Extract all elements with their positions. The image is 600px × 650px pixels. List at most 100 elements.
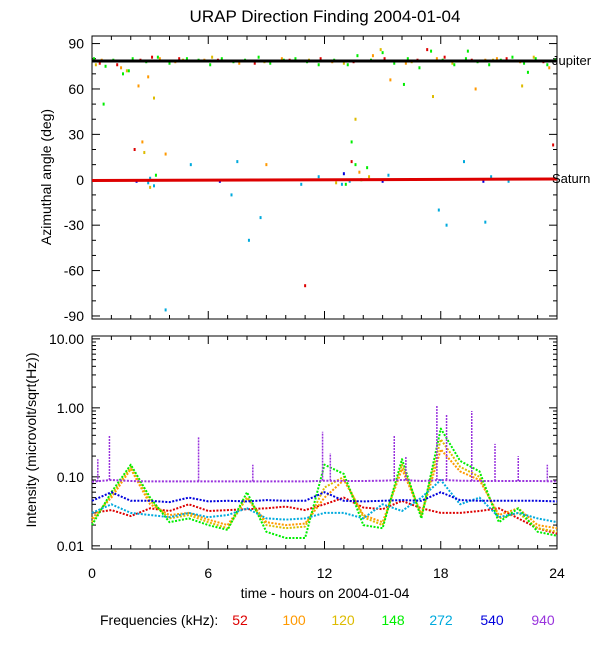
azimuth-point-148	[346, 63, 349, 67]
azimuth-point-52	[178, 57, 181, 61]
azimuth-point-148	[127, 69, 130, 73]
azimuth-point-120	[335, 181, 338, 185]
azimuth-point-148	[418, 66, 421, 70]
azimuth-point-52	[383, 57, 386, 61]
azimuth-point-148	[257, 55, 260, 59]
azimuth-y-tick-label: 30	[68, 126, 84, 142]
x-tick-label: 24	[549, 565, 565, 581]
azimuth-point-272	[236, 160, 239, 164]
azimuth-point-272	[437, 208, 440, 212]
azimuth-point-52	[116, 63, 119, 67]
azimuth-point-148	[220, 57, 223, 61]
azimuth-point-148	[354, 163, 357, 167]
azimuth-point-100	[389, 78, 392, 82]
azimuth-y-tick-label: 90	[68, 36, 84, 52]
azimuth-point-100	[358, 170, 361, 174]
intensity-axis-ticks: 10.00 1.00 0.10 0.01	[49, 331, 558, 554]
azimuth-point-52	[505, 57, 508, 61]
azimuth-point-148	[294, 57, 297, 61]
intensity-series-272	[91, 479, 558, 524]
azimuth-plot-frame	[91, 35, 558, 320]
intensity-ylabel: Intensity (microvolt/sqrt(Hz))	[23, 352, 39, 527]
azimuth-point-100	[280, 57, 283, 61]
azimuth-point-148	[523, 61, 526, 65]
azimuth-point-272	[247, 238, 250, 242]
x-tick-label: 0	[88, 565, 96, 581]
azimuth-point-540	[381, 179, 384, 183]
x-tick-labels: 0 6 12 18 24	[88, 565, 565, 581]
azimuth-point-148	[209, 63, 212, 67]
azimuth-point-272	[507, 179, 510, 183]
intensity-y-tick-label: 0.01	[57, 538, 84, 554]
azimuth-point-52	[151, 55, 154, 59]
azimuth-point-100	[404, 61, 407, 65]
intensity-data	[91, 404, 558, 539]
azimuth-point-120	[379, 48, 382, 52]
azimuth-point-100	[435, 57, 438, 61]
azimuth-y-tick-label: 60	[68, 81, 84, 97]
azimuth-point-272	[147, 181, 150, 185]
azimuth-y-tick-label: 0	[76, 172, 84, 188]
azimuth-point-120	[354, 117, 357, 121]
azimuth-point-100	[474, 87, 477, 91]
legend-item-120: 120	[331, 612, 355, 628]
azimuth-point-148	[344, 182, 347, 186]
azimuth-point-120	[153, 96, 155, 100]
azimuth-point-148	[154, 173, 157, 177]
azimuth-point-120	[125, 69, 128, 73]
azimuth-point-148	[526, 70, 529, 74]
azimuth-point-272	[149, 176, 152, 180]
azimuth-point-272	[259, 216, 262, 220]
azimuth-point-540	[342, 172, 345, 176]
azimuth-point-272	[387, 173, 390, 177]
azimuth-y-tick-label: -60	[64, 263, 84, 279]
jupiter-label: Jupiter	[552, 53, 592, 68]
azimuth-point-272	[490, 175, 493, 179]
legend-label: Frequencies (kHz):	[100, 612, 218, 628]
azimuth-point-148	[350, 140, 353, 144]
azimuth-point-272	[348, 179, 351, 183]
legend-item-940: 940	[531, 612, 555, 628]
azimuth-point-148	[466, 49, 469, 53]
azimuth-point-148	[156, 55, 159, 59]
azimuth-point-272	[300, 182, 303, 186]
azimuth-point-272	[445, 223, 448, 227]
intensity-series-148	[91, 427, 558, 539]
azimuth-point-100	[495, 57, 498, 61]
azimuth-point-272	[164, 308, 167, 312]
azimuth-point-100	[265, 163, 268, 167]
azimuth-y-tick-label: -90	[64, 308, 84, 324]
azimuth-point-148	[546, 63, 549, 67]
azimuth-point-100	[137, 84, 140, 88]
intensity-series-540	[91, 491, 558, 504]
intensity-series-120	[91, 438, 558, 533]
legend-item-148: 148	[381, 612, 405, 628]
azimuth-point-148	[534, 57, 537, 61]
azimuth-ylabel: Azimuthal angle (deg)	[38, 109, 54, 245]
azimuth-point-148	[381, 51, 384, 55]
azimuth-point-100	[120, 66, 123, 70]
azimuth-point-272	[317, 175, 320, 179]
azimuth-point-540	[482, 179, 485, 183]
azimuth-point-120	[532, 55, 535, 59]
azimuth-point-120	[211, 55, 214, 59]
azimuth-point-148	[402, 82, 405, 86]
azimuth-point-272	[230, 193, 233, 197]
intensity-y-tick-label: 10.00	[49, 331, 84, 347]
azimuth-point-148	[406, 57, 409, 61]
x-tick-label: 6	[204, 565, 212, 581]
azimuth-point-272	[153, 184, 155, 188]
azimuth-point-120	[451, 61, 454, 65]
azimuth-point-120	[521, 84, 524, 88]
legend: Frequencies (kHz): 52 100 120 148 272 540 940	[100, 612, 555, 628]
azimuth-point-52	[319, 57, 322, 61]
azimuth-point-148	[453, 63, 456, 67]
azimuth-point-148	[104, 64, 107, 68]
legend-item-540: 540	[480, 612, 504, 628]
azimuth-point-120	[342, 61, 345, 65]
azimuth-data: Jupiter Saturn	[91, 48, 592, 312]
azimuth-point-52	[98, 61, 101, 65]
intensity-y-tick-label: 0.10	[57, 469, 84, 485]
chart-title: URAP Direction Finding 2004-01-04	[190, 7, 461, 26]
